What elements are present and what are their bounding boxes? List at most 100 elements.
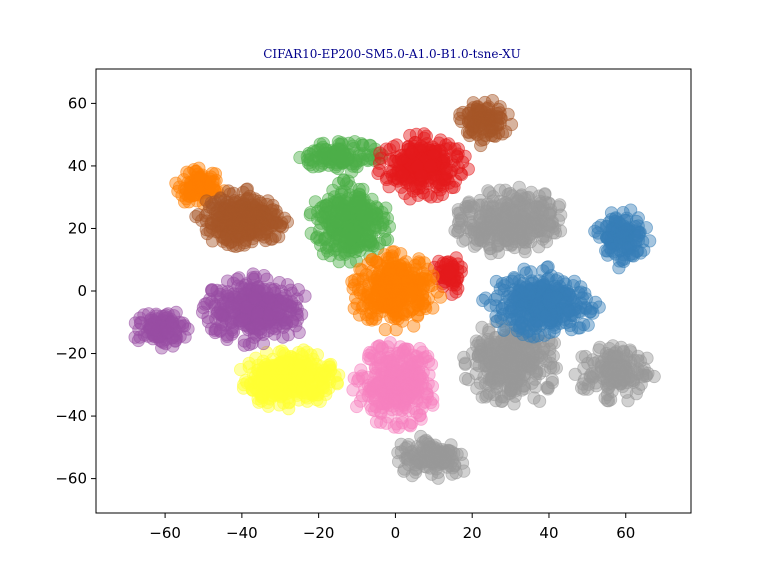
scatter-point <box>280 372 294 386</box>
scatter-point <box>351 282 366 297</box>
scatter-point <box>491 373 505 388</box>
scatter-point <box>577 373 592 387</box>
x-tick-label: 60 <box>616 524 635 542</box>
scatter-point <box>353 204 367 218</box>
scatter-point <box>306 160 320 174</box>
scatter-point <box>475 390 489 404</box>
scatter-point <box>498 209 513 223</box>
x-tick-label: 40 <box>539 524 558 542</box>
scatter-point <box>473 209 487 223</box>
scatter-point <box>486 205 500 219</box>
scatter-point <box>433 290 448 304</box>
scatter-point <box>246 267 260 281</box>
scatter-point <box>341 192 355 206</box>
scatter-point <box>237 338 251 352</box>
scatter-point <box>449 285 463 299</box>
scatter-point <box>607 349 621 363</box>
scatter-point <box>476 293 490 307</box>
scatter-point <box>511 227 525 241</box>
x-tick-label: 20 <box>463 524 482 542</box>
scatter-point <box>539 309 553 323</box>
scatter-point <box>359 268 373 282</box>
scatter-point <box>133 315 148 330</box>
scatter-point <box>432 254 446 268</box>
scatter-point <box>296 372 311 386</box>
scatter-point <box>487 129 501 143</box>
scatter-point <box>474 104 489 118</box>
scatter-point <box>567 274 582 288</box>
scatter-point <box>396 168 410 182</box>
scatter-point <box>379 370 393 384</box>
scatter-point <box>551 200 566 214</box>
scatter-point <box>507 270 521 285</box>
scatter-point <box>316 380 330 394</box>
scatter-point <box>386 283 400 297</box>
scatter-point <box>347 371 361 385</box>
scatter-point <box>505 189 520 203</box>
scatter-point <box>455 456 470 470</box>
scatter-point <box>486 190 500 204</box>
scatter-point <box>578 286 592 301</box>
scatter-point <box>387 359 401 373</box>
scatter-point <box>545 375 559 390</box>
scatter-point <box>473 193 487 208</box>
scatter-point <box>444 444 458 458</box>
scatter-point <box>258 211 273 225</box>
scatter-point <box>322 358 336 372</box>
plot-area <box>95 68 692 514</box>
scatter-point <box>398 307 412 322</box>
scatter-point <box>235 314 249 328</box>
scatter-point <box>226 218 240 232</box>
scatter-point <box>425 379 439 393</box>
scatter-point <box>368 393 382 407</box>
scatter-point <box>537 214 551 228</box>
scatter-point <box>371 301 385 315</box>
scatter-point <box>169 305 183 319</box>
scatter-point <box>549 290 563 304</box>
scatter-point <box>265 365 279 379</box>
scatter-point <box>530 356 545 370</box>
scatter-point <box>365 192 379 206</box>
scatter-point <box>532 394 547 408</box>
scatter-point <box>189 210 203 224</box>
point-cluster <box>346 336 440 434</box>
scatter-point <box>300 345 314 359</box>
scatter-point <box>344 232 358 246</box>
scatter-point <box>314 216 328 230</box>
scatter-point <box>416 435 430 449</box>
point-cluster <box>453 94 519 153</box>
scatter-point <box>384 267 399 281</box>
points-layer <box>128 94 661 485</box>
scatter-point <box>398 349 413 363</box>
scatter-point <box>433 183 447 197</box>
scatter-point <box>402 377 416 391</box>
scatter-point <box>626 246 640 261</box>
scatter-point <box>576 317 591 332</box>
x-tick-label: −20 <box>303 524 335 542</box>
scatter-point <box>381 410 395 424</box>
scatter-point <box>203 292 217 306</box>
scatter-point <box>440 166 454 180</box>
scatter-point <box>203 224 217 238</box>
scatter-point <box>562 288 576 302</box>
scatter-point <box>517 241 532 255</box>
scatter-point <box>262 291 276 305</box>
scatter-point <box>469 357 483 371</box>
scatter-point <box>370 255 384 269</box>
scatter-point <box>300 386 314 400</box>
scatter-point <box>373 146 387 160</box>
scatter-point <box>305 360 319 374</box>
scatter-point <box>293 150 307 165</box>
scatter-point <box>455 214 469 228</box>
scatter-point <box>261 383 275 397</box>
scatter-point <box>513 319 527 333</box>
scatter-point <box>583 305 597 319</box>
scatter-point <box>424 159 438 173</box>
scatter-point <box>346 383 360 397</box>
scatter-point <box>631 362 645 376</box>
scatter-point <box>415 288 430 303</box>
x-tick-label: −40 <box>226 524 258 542</box>
scatter-point <box>291 362 305 376</box>
scatter-point <box>404 283 418 297</box>
